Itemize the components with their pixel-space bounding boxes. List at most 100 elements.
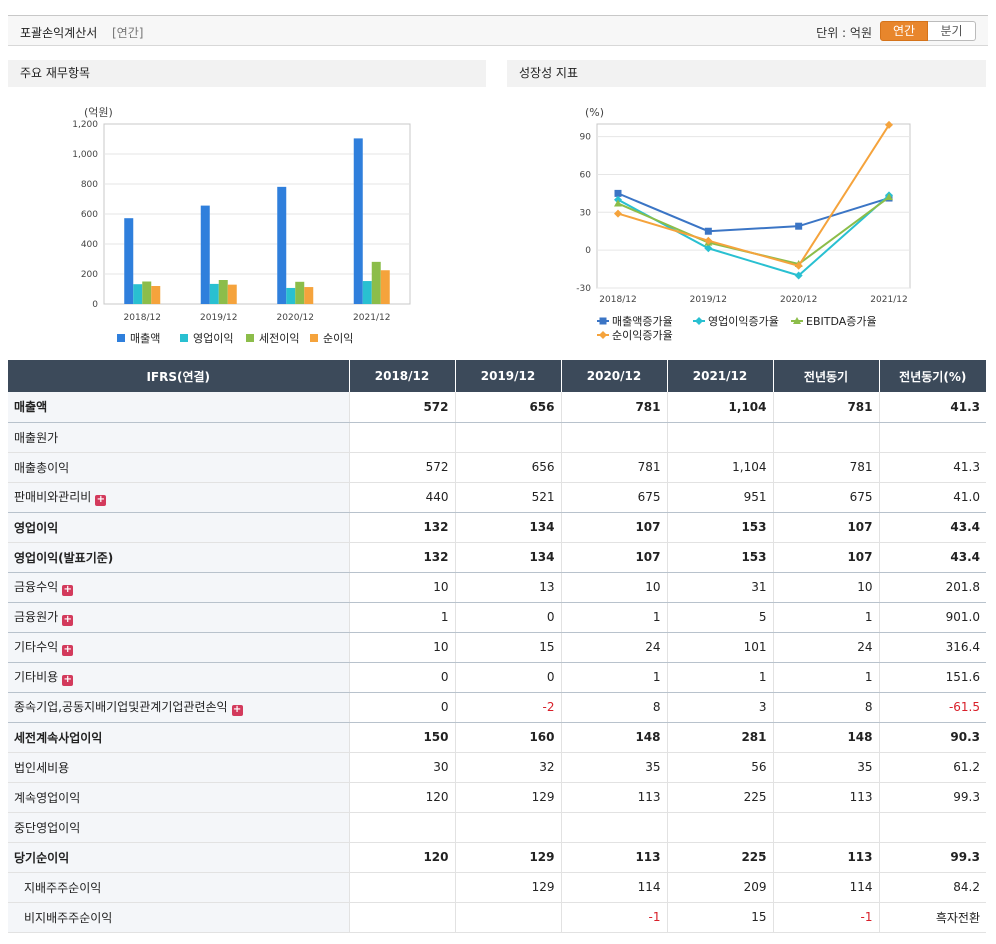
- row-label-cell: 영업이익: [8, 512, 350, 543]
- bar-2-2[interactable]: [295, 281, 305, 304]
- table-cell: 31: [667, 572, 774, 603]
- table-cell: 1,104: [667, 392, 774, 423]
- legend-swatch: [246, 334, 254, 342]
- column-header-period: 2018/12: [349, 360, 456, 392]
- expand-plus-icon[interactable]: +: [62, 644, 74, 656]
- row-label: 매출액: [14, 400, 48, 415]
- y-tick-label: 1,200: [72, 120, 98, 130]
- table-cell: -61.5: [879, 692, 986, 723]
- table-cell: 84.2: [879, 872, 986, 903]
- table-cell: 10: [349, 632, 456, 663]
- row-label-cell: 세전계속사업이익: [8, 722, 350, 753]
- y-unit-label: (%): [585, 106, 604, 119]
- x-tick-label: 2020/12: [780, 295, 817, 305]
- table-row: 금융수익 +10 13 10 31 10 201.8: [8, 572, 986, 603]
- legend-label: 세전이익: [259, 332, 299, 345]
- bar-3-1[interactable]: [227, 284, 237, 304]
- point-0-2[interactable]: [795, 222, 803, 230]
- table-cell: 0: [455, 602, 562, 633]
- table-cell: [561, 812, 668, 843]
- legend-marker[interactable]: [599, 317, 607, 325]
- table-cell: 56: [667, 752, 774, 783]
- bar-0-1[interactable]: [200, 205, 210, 304]
- table-cell: 101: [667, 632, 774, 663]
- table-cell: 41.3: [879, 392, 986, 423]
- table-cell: 781: [561, 392, 668, 423]
- expand-plus-icon[interactable]: +: [95, 494, 107, 506]
- table-row: 세전계속사업이익 150 160 148 281 148 90.3: [8, 722, 986, 753]
- tab-annual[interactable]: 연간: [880, 21, 928, 41]
- bar-0-3[interactable]: [353, 138, 363, 304]
- table-cell: 8: [561, 692, 668, 723]
- bar-0-0[interactable]: [124, 218, 134, 304]
- bar-3-0[interactable]: [151, 286, 161, 304]
- unit-label: 단위 : 억원: [816, 26, 872, 40]
- table-header-row: IFRS(연결) 2018/12 2019/12 2020/12 2021/12 전년동기…: [8, 360, 986, 392]
- expand-plus-icon[interactable]: +: [231, 704, 243, 716]
- table-cell: [879, 812, 986, 843]
- point-2-3[interactable]: [885, 193, 893, 201]
- table-row: 영업이익(발표기준) 132 134 107 153 107 43.4: [8, 542, 986, 573]
- table-cell: 201.8: [879, 572, 986, 603]
- table-cell: 901.0: [879, 602, 986, 633]
- table-cell: 572: [349, 452, 456, 483]
- bar-0-2[interactable]: [277, 186, 287, 304]
- row-label: 세전계속사업이익: [14, 730, 103, 745]
- table-cell: 90.3: [879, 722, 986, 753]
- period-label: [연간]: [112, 26, 144, 40]
- point-2-0[interactable]: [614, 199, 622, 207]
- table-cell: 0: [349, 662, 456, 693]
- y-tick-label: 60: [580, 170, 592, 180]
- y-tick-label: 30: [580, 208, 592, 218]
- table-cell: 흑자전환: [879, 902, 986, 933]
- table-cell: 151.6: [879, 662, 986, 693]
- point-0-1[interactable]: [704, 227, 712, 235]
- legend-marker[interactable]: [599, 331, 607, 339]
- point-3-0[interactable]: [614, 209, 622, 218]
- row-label: 금융수익: [14, 580, 59, 594]
- bar-1-1[interactable]: [209, 283, 219, 304]
- legend-marker[interactable]: [695, 317, 703, 325]
- table-cell: [349, 812, 456, 843]
- table-cell: 5: [667, 602, 774, 633]
- point-3-2[interactable]: [794, 261, 803, 270]
- table-cell: 225: [667, 842, 774, 873]
- table-row: 기타비용 +0 0 1 1 1 151.6: [8, 662, 986, 693]
- row-label-cell: 지배주주순이익: [8, 872, 350, 903]
- legend-label: 매출액증가율: [612, 315, 673, 328]
- table-cell: 129: [455, 872, 562, 903]
- tab-quarter[interactable]: 분기: [928, 21, 976, 41]
- bar-1-0[interactable]: [133, 284, 143, 304]
- table-cell: 61.2: [879, 752, 986, 783]
- table-cell: 1: [773, 662, 880, 693]
- legend-marker[interactable]: [793, 317, 801, 324]
- expand-plus-icon[interactable]: +: [62, 584, 74, 596]
- bar-3-3[interactable]: [380, 270, 390, 304]
- table-cell: 35: [773, 752, 880, 783]
- row-label: 비지배주주순이익: [24, 910, 113, 925]
- bar-3-2[interactable]: [304, 287, 314, 304]
- table-cell: 153: [667, 542, 774, 573]
- bar-1-3[interactable]: [362, 281, 372, 304]
- point-0-0[interactable]: [614, 189, 622, 197]
- expand-plus-icon[interactable]: +: [62, 614, 74, 626]
- table-cell: 43.4: [879, 542, 986, 573]
- bar-2-3[interactable]: [371, 261, 381, 304]
- expand-plus-icon[interactable]: +: [62, 674, 74, 686]
- row-label: 매출원가: [14, 430, 59, 445]
- y-unit-label: (억원): [84, 106, 113, 119]
- point-3-1[interactable]: [704, 236, 713, 245]
- point-3-3[interactable]: [885, 120, 893, 129]
- point-1-1[interactable]: [704, 244, 713, 253]
- bar-2-0[interactable]: [142, 281, 152, 305]
- table-cell: [667, 422, 774, 453]
- y-tick-label: -30: [576, 284, 591, 294]
- period-toggle: 연간 분기: [880, 21, 976, 41]
- table-cell: 781: [561, 452, 668, 483]
- series-line-3: [617, 124, 890, 267]
- table-cell: 113: [773, 782, 880, 813]
- bar-1-2[interactable]: [286, 287, 296, 304]
- bar-2-1[interactable]: [218, 280, 228, 304]
- row-label: 금융원가: [14, 610, 59, 624]
- point-1-2[interactable]: [794, 271, 803, 280]
